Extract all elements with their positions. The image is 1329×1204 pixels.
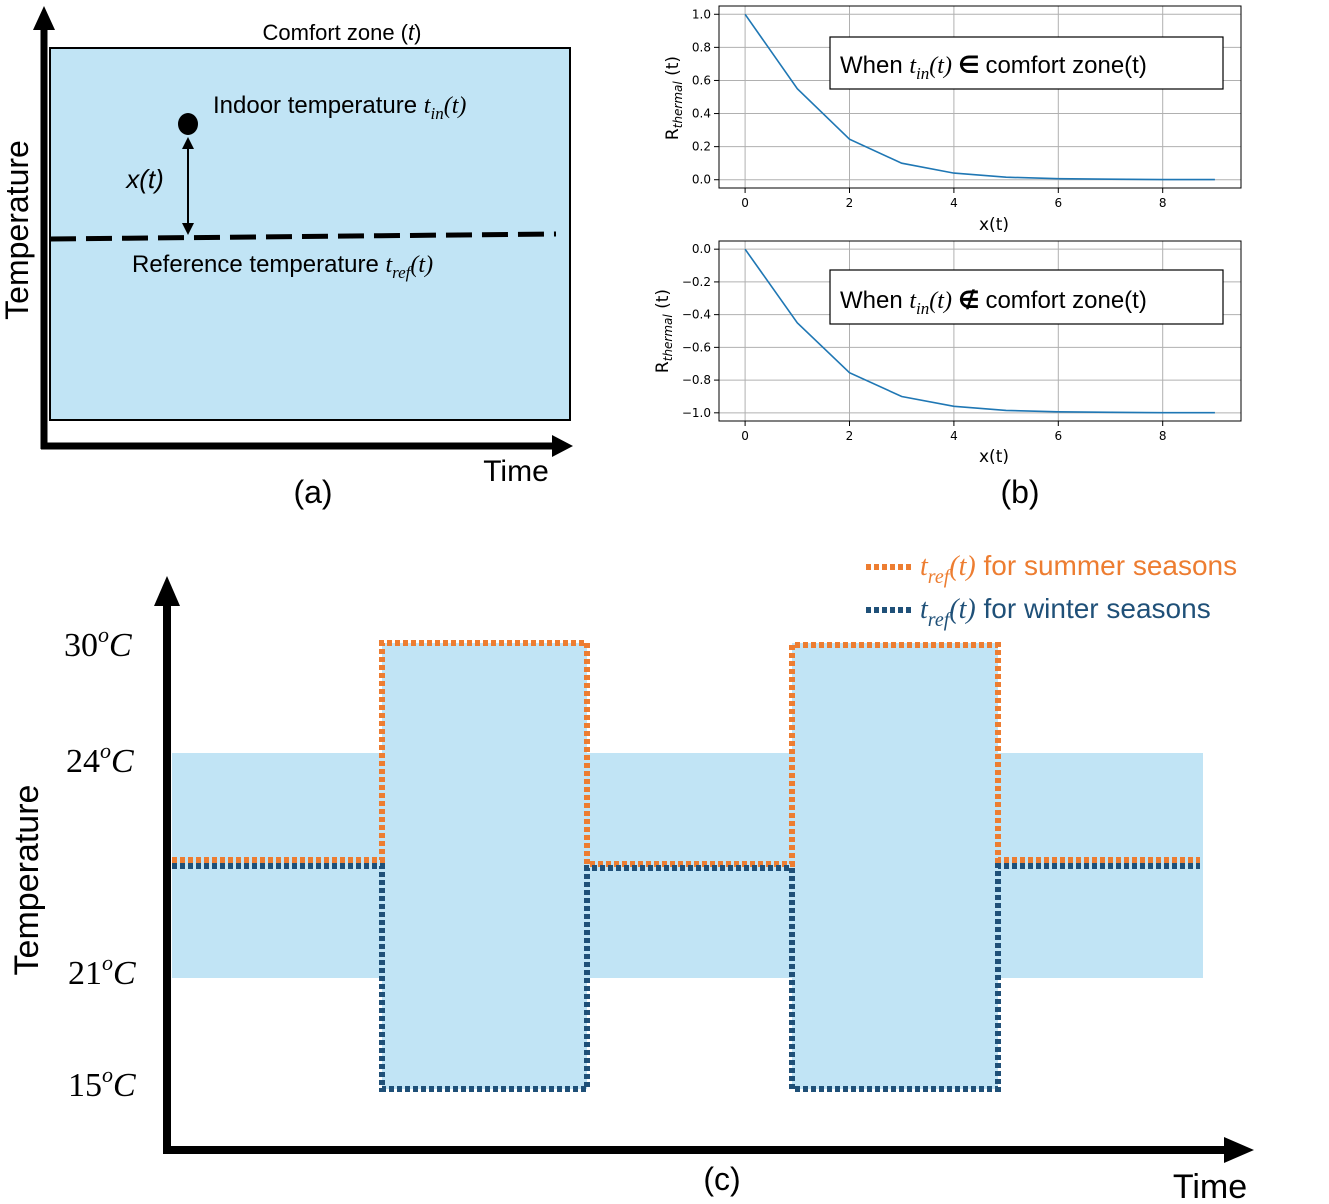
x-tick-label: 8 (1159, 196, 1167, 210)
panel-a: Comfort zone (t) Temperature Time (a) x(… (0, 6, 573, 510)
panel-b-caption: (b) (1000, 474, 1039, 510)
panel-c-y-axis-label: Temperature (8, 785, 46, 976)
y-tick-label: −0.2 (682, 275, 711, 289)
reference-temperature-line (49, 231, 557, 242)
x-distance-label: x(t) (124, 164, 164, 194)
y-tick-label: 1.0 (692, 7, 711, 21)
panel-b-bottom-annotation-text: When tin(t) ∉ comfort zone(t) (840, 287, 1147, 318)
y-tick-label: 0.8 (692, 40, 711, 54)
panel-c-x-arrowhead (1224, 1137, 1254, 1163)
panel-c-winter-reference-line (172, 863, 1200, 1092)
panel-b-bottom-curve (744, 248, 1215, 414)
panel-b-bottom-grid (719, 241, 1241, 421)
x-tick-label: 4 (950, 196, 958, 210)
panel-c-legend: tref(t) for summer seasons tref(t) for w… (866, 550, 1237, 631)
y-tick-label: −0.6 (682, 340, 711, 354)
x-tick-label: 6 (1054, 429, 1062, 443)
x-tick-label: 0 (741, 196, 749, 210)
y-tick-label: −0.4 (682, 308, 711, 322)
panel-b: 0 2 4 6 8 0.0 0.2 0.4 0.6 0.8 1.0 When tin(t) ∈ comf… (653, 5, 1242, 510)
panel-b-bottom-ticks: 0 2 4 6 8 0.0 −0.2 −0.4 −0.6 −0.8 −1.0 (682, 242, 1167, 443)
panel-b-bottom-plot: 0 2 4 6 8 0.0 −0.2 −0.4 −0.6 −0.8 −1.0 When tin(t)… (653, 240, 1242, 467)
panel-b-top-plot: 0 2 4 6 8 0.0 0.2 0.4 0.6 0.8 1.0 When tin(t) ∈ comf… (663, 5, 1242, 235)
y-tick-label: −0.8 (682, 373, 711, 387)
panel-b-bottom-y-label: Rthermal (t) (653, 289, 675, 373)
x-tick-label: 0 (741, 429, 749, 443)
y-tick-label: 0.6 (692, 73, 711, 87)
x-tick-label: 4 (950, 429, 958, 443)
legend-summer-label: tref(t) for summer seasons (920, 550, 1237, 588)
y-tick-label: 0.0 (692, 242, 711, 256)
comfort-zone-label: Comfort zone (t) (263, 20, 422, 45)
indoor-temperature-point (178, 113, 198, 135)
reference-temperature-label: Reference temperature tref(t) (132, 251, 433, 282)
panel-b-top-annotation-text: When tin(t) ∈ comfort zone(t) (840, 52, 1147, 83)
panel-c-tick-21: 21oC (68, 950, 136, 992)
panel-b-top-curve (744, 13, 1215, 181)
panel-b-bottom-frame (718, 240, 1242, 422)
panel-b-top-x-label: x(t) (979, 215, 1009, 235)
panel-a-x-axis-label: Time (483, 455, 549, 488)
panel-c-tick-15: 15oC (68, 1062, 136, 1104)
x-tick-label: 8 (1159, 429, 1167, 443)
panel-c-x-axis-label: Time (1173, 1168, 1247, 1204)
panel-b-top-y-label: Rthermal (t) (663, 56, 685, 140)
panel-c-y-arrowhead (154, 576, 180, 606)
panel-b-top-frame (718, 5, 1242, 189)
panel-a-x-arrowhead (552, 435, 573, 457)
panel-c-summer-reference-line (172, 640, 1200, 867)
panel-a-y-arrowhead (33, 6, 55, 30)
x-tick-label: 2 (846, 196, 854, 210)
panel-b-bottom-annotation-box (829, 269, 1224, 325)
panel-c-tick-24: 24oC (66, 738, 134, 780)
y-tick-label: 0.2 (692, 140, 711, 154)
x-tick-label: 6 (1054, 196, 1062, 210)
y-tick-label: 0.4 (692, 107, 711, 121)
indoor-temperature-label: Indoor temperature tin(t) (213, 92, 466, 123)
panel-b-top-grid (719, 6, 1241, 188)
panel-b-bottom-x-label: x(t) (979, 447, 1009, 467)
panel-c-tick-30: 30oC (64, 622, 132, 664)
panel-a-caption: (a) (293, 474, 332, 510)
x-tick-label: 2 (846, 429, 854, 443)
panel-c-caption: (c) (703, 1161, 740, 1197)
panel-b-top-ticks: 0 2 4 6 8 0.0 0.2 0.4 0.6 0.8 1.0 (692, 7, 1167, 210)
legend-winter-label: tref(t) for winter seasons (920, 593, 1211, 631)
panel-c: 30oC 24oC 21oC 15oC Temperature Time (c)… (8, 550, 1254, 1204)
y-tick-label: −1.0 (682, 406, 711, 420)
panel-b-top-annotation-box (829, 36, 1224, 90)
y-tick-label: 0.0 (692, 173, 711, 187)
panel-a-y-axis-label: Temperature (0, 140, 35, 320)
